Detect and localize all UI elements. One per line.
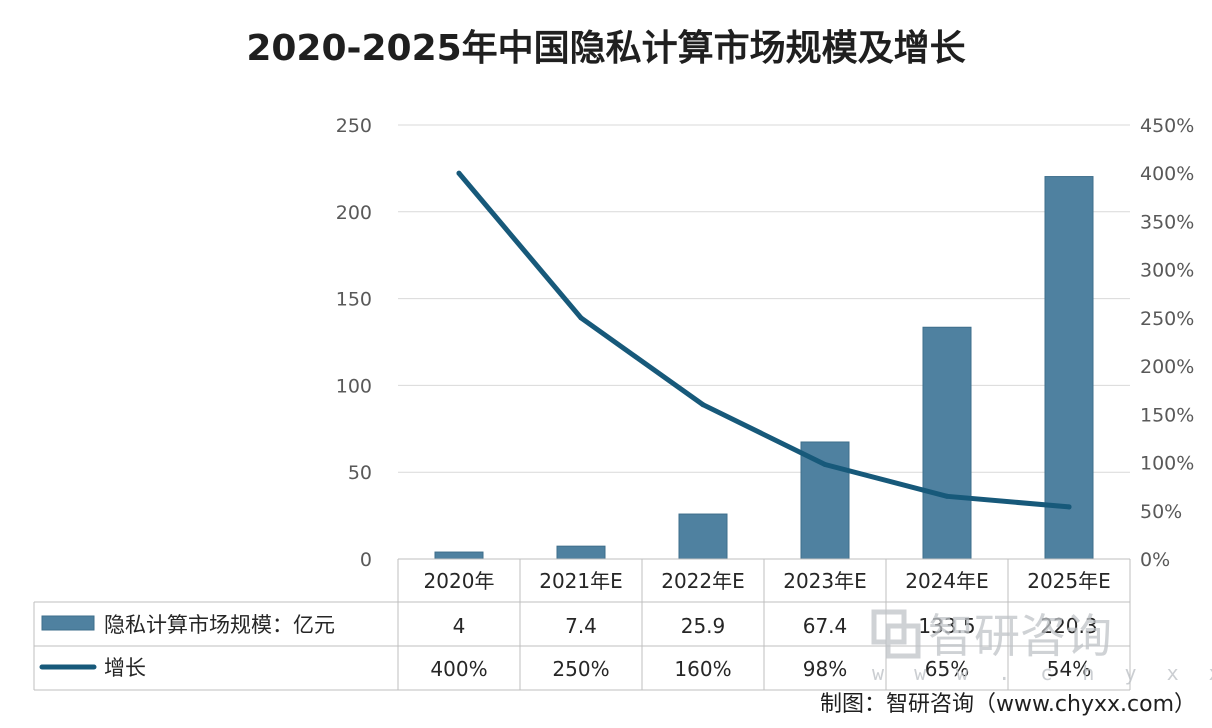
growth-value-cell: 54% [1047, 657, 1091, 681]
growth-value-cell: 160% [674, 657, 731, 681]
line-series [456, 170, 1072, 510]
line-point [578, 315, 584, 321]
bar-series [434, 176, 1094, 560]
right-axis-ticks: 0% 50% 100% 150% 200% 250% 300% 350% 400% 450% [1140, 115, 1194, 571]
bar-value-cell: 133.5 [918, 614, 975, 638]
growth-value-cell: 400% [430, 657, 487, 681]
legend-bar-swatch [41, 615, 95, 631]
right-axis-tick-label: 150% [1140, 404, 1194, 426]
right-axis-tick-label: 100% [1140, 453, 1194, 475]
bar-value-cell: 25.9 [681, 614, 726, 638]
growth-value-cell: 65% [925, 657, 969, 681]
left-axis-tick-label: 0 [360, 549, 372, 571]
right-axis-tick-label: 200% [1140, 356, 1194, 378]
growth-value-cell: 98% [803, 657, 847, 681]
gridlines [398, 124, 1130, 473]
line-point [822, 461, 828, 467]
bar-value-cell: 67.4 [803, 614, 848, 638]
watermark-url: w w w . c h y x x . c o m [872, 661, 1212, 685]
right-axis-tick-label: 350% [1140, 211, 1194, 233]
line-point [1066, 504, 1072, 510]
right-axis-tick-label: 450% [1140, 115, 1194, 137]
growth-line [456, 170, 1072, 510]
left-axis-tick-label: 250 [336, 115, 372, 137]
watermark-logo-icon [871, 609, 921, 659]
left-axis-ticks: 0 50 100 150 200 250 [336, 115, 372, 571]
left-axis-tick-label: 200 [336, 202, 372, 224]
watermark-brand: 智研咨询 [928, 609, 1112, 663]
bar [678, 513, 728, 560]
chart-title: 2020-2025年中国隐私计算市场规模及增长 [246, 28, 965, 69]
line-point [456, 170, 462, 176]
right-axis-tick-label: 400% [1140, 163, 1194, 185]
bar [1044, 176, 1094, 560]
category-label: 2024年E [905, 569, 989, 593]
growth-value-cell: 250% [552, 657, 609, 681]
source-note: 制图：智研咨询（www.chyxx.com） [820, 692, 1196, 717]
right-axis-tick-label: 300% [1140, 260, 1194, 282]
left-axis-tick-label: 100 [336, 375, 372, 397]
legend-bar-label: 隐私计算市场规模：亿元 [104, 613, 335, 637]
bar [800, 441, 850, 560]
bar [434, 551, 484, 560]
right-axis-tick-label: 0% [1140, 549, 1170, 571]
left-axis-tick-label: 150 [336, 289, 372, 311]
category-label: 2020年 [424, 569, 495, 593]
legend-line-label: 增长 [104, 656, 146, 680]
bar-value-cell: 4 [453, 614, 466, 638]
left-axis-tick-label: 50 [348, 462, 372, 484]
line-point [700, 402, 706, 408]
bar [922, 326, 972, 560]
category-label: 2025年E [1027, 569, 1111, 593]
bar [556, 545, 606, 560]
category-label: 2023年E [783, 569, 867, 593]
bar-value-cell: 7.4 [565, 614, 597, 638]
right-axis-tick-label: 250% [1140, 308, 1194, 330]
line-point [944, 493, 950, 499]
watermark: 智研咨询 w w w . c h y x x . c o m [871, 609, 1212, 685]
right-axis-tick-label: 50% [1140, 501, 1182, 523]
bar-value-cell: 220.3 [1040, 614, 1097, 638]
category-label: 2021年E [539, 569, 623, 593]
category-label: 2022年E [661, 569, 745, 593]
data-table: 2020年 2021年E 2022年E 2023年E 2024年E 2025年E 隐私计算市… [33, 558, 1131, 691]
